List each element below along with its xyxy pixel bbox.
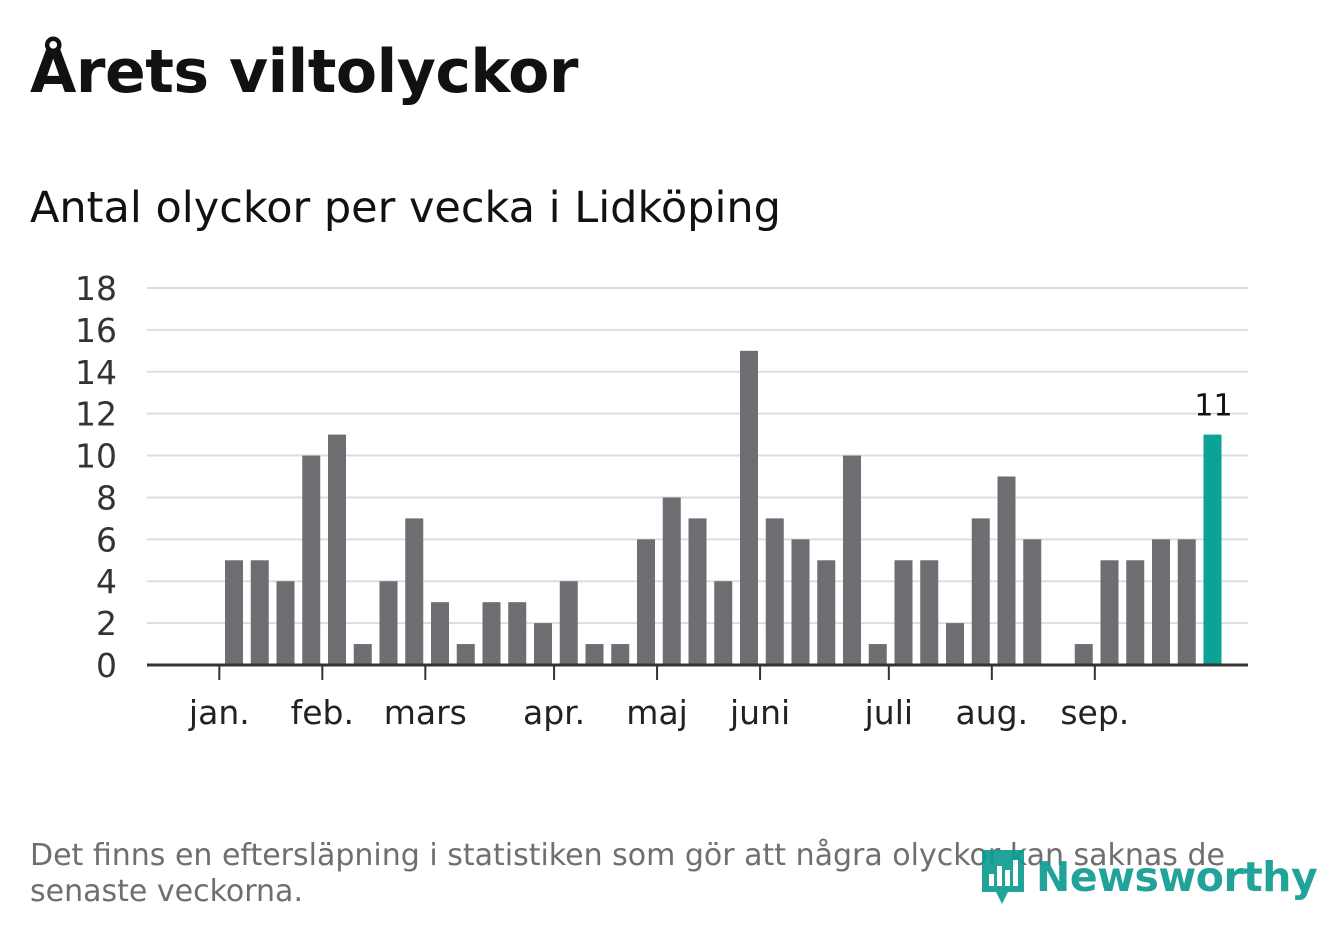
bar [405, 518, 424, 665]
x-tick-label: sep. [1060, 693, 1129, 732]
x-tick-label: apr. [523, 693, 585, 732]
bar [482, 602, 501, 665]
y-tick-label: 18 [75, 269, 117, 308]
y-tick-label: 2 [96, 604, 117, 643]
bar [225, 560, 243, 665]
bar [302, 455, 321, 665]
x-tick-label: mars [384, 693, 467, 732]
x-axis-month-ticks: jan. feb. mars apr. maj juni juli aug. sep. [188, 665, 1129, 732]
bar [1177, 539, 1196, 665]
bar [1126, 560, 1145, 665]
bar [379, 581, 398, 665]
bars [225, 350, 1222, 665]
bar [250, 560, 269, 665]
bar [637, 539, 655, 665]
bar [843, 455, 861, 665]
bar [740, 350, 758, 665]
bar [688, 518, 707, 665]
y-tick-label: 6 [96, 520, 117, 559]
bar [997, 476, 1016, 665]
bar [662, 497, 681, 665]
y-tick-label: 0 [96, 646, 117, 685]
x-tick-label: juli [864, 693, 913, 732]
bar [791, 539, 810, 665]
bar [1023, 539, 1042, 665]
x-tick-label: feb. [291, 693, 354, 732]
x-tick-label: maj [626, 693, 688, 732]
bar [946, 623, 964, 665]
bar [559, 581, 578, 665]
bar [817, 560, 836, 665]
chart-subtitle: Antal olyckor per vecka i Lidköping [30, 183, 781, 233]
data-label-latest: 11 [1194, 389, 1232, 424]
bar [971, 518, 990, 665]
y-tick-label: 14 [75, 353, 117, 392]
bar [353, 644, 372, 665]
y-tick-label: 16 [75, 311, 117, 350]
bar [508, 602, 527, 665]
x-tick-label: aug. [956, 693, 1029, 732]
x-tick-label: jan. [188, 693, 250, 732]
bar [456, 644, 475, 665]
bar [920, 560, 939, 665]
y-tick-label: 4 [96, 562, 117, 601]
chart-speech-bubble-icon [982, 850, 1024, 904]
y-tick-label: 10 [75, 437, 117, 476]
bar [611, 644, 630, 665]
bar [765, 518, 784, 665]
bar [1152, 539, 1170, 665]
bar [868, 644, 887, 665]
bar-highlight [1203, 434, 1222, 665]
data-labels: 11 [1194, 389, 1232, 424]
bar [328, 434, 346, 665]
x-tick-label: juni [729, 693, 790, 732]
newsworthy-logo: Newsworthy [978, 846, 1318, 908]
y-tick-label: 12 [75, 395, 117, 434]
bar [585, 644, 604, 665]
chart-title: Årets viltolyckor [30, 37, 579, 107]
logo-text: Newsworthy [1036, 853, 1318, 901]
bar [1074, 644, 1093, 665]
y-tick-label: 8 [96, 478, 117, 517]
bar [714, 581, 733, 665]
footnote: Det finns en eftersläpning i statistiken… [30, 838, 1225, 909]
bar [431, 602, 449, 665]
bar [276, 581, 295, 665]
bar [534, 623, 552, 665]
bar [1100, 560, 1119, 665]
bar [894, 560, 913, 665]
